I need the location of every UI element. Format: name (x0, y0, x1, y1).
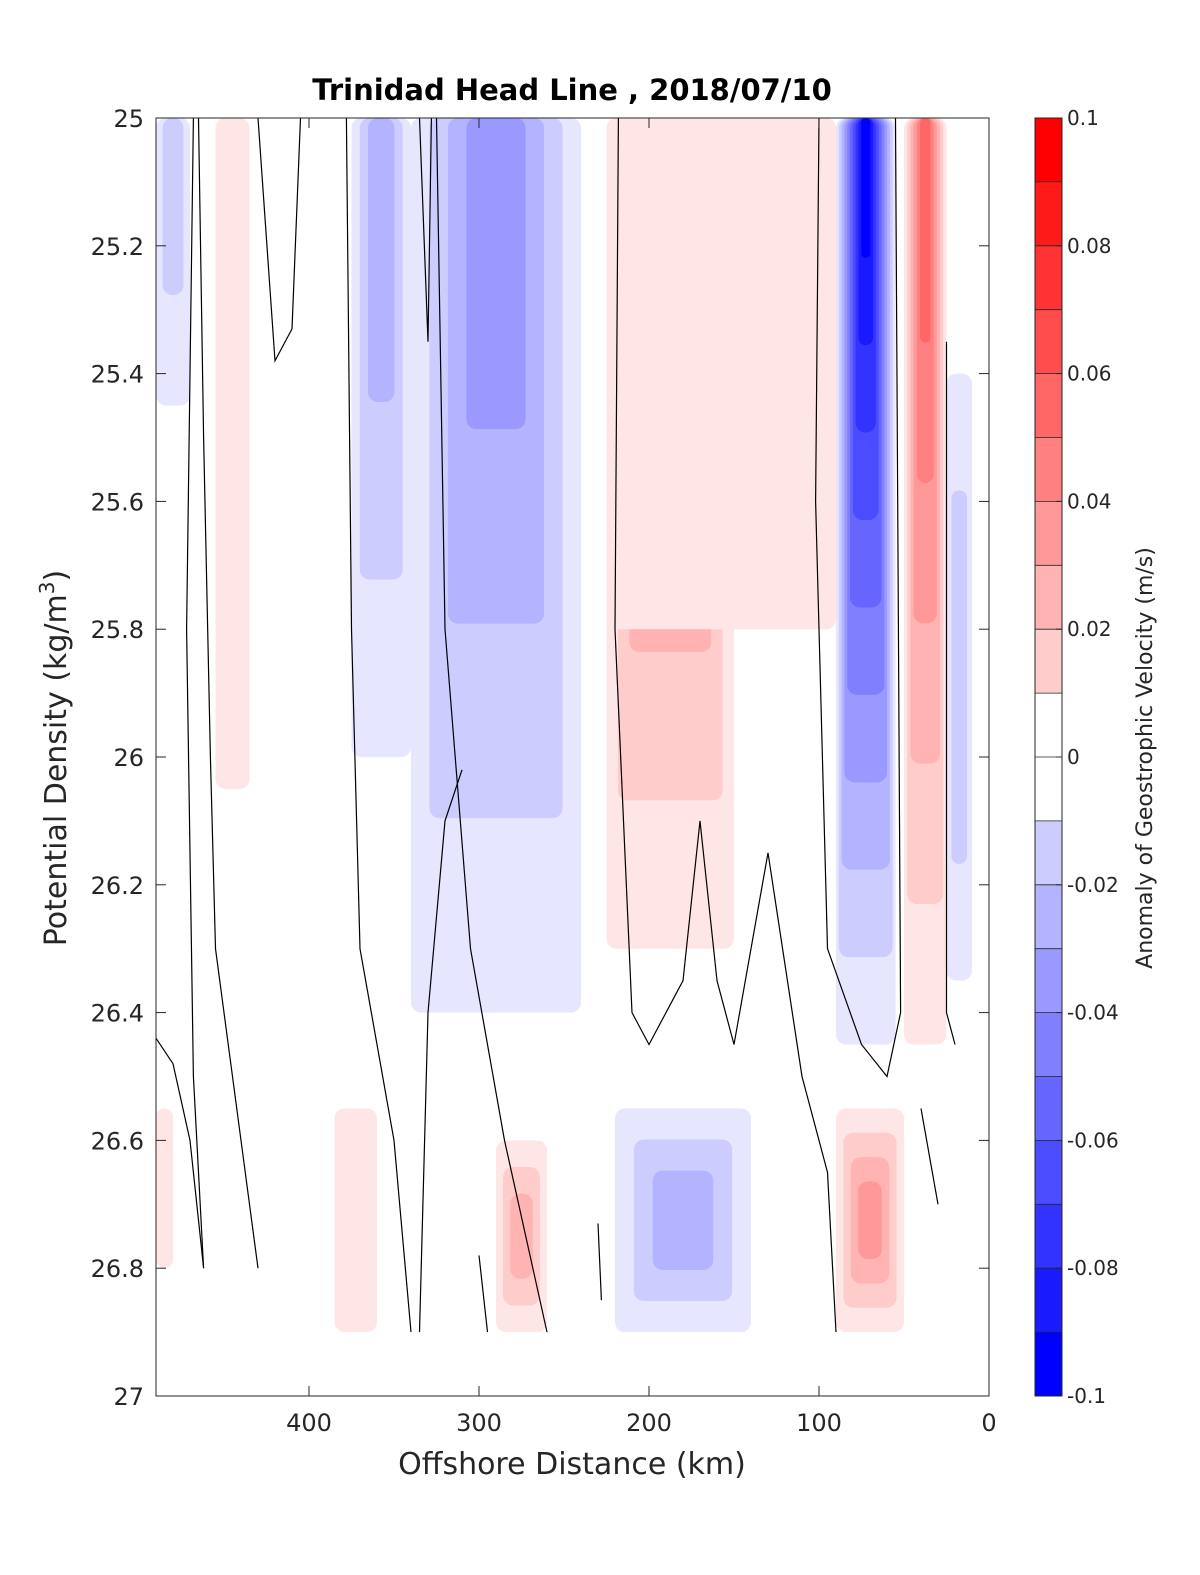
plot-area: 400 300 200 100 0 25 25.2 25.4 25.6 25.8 26 26.2 26… (91, 105, 997, 1437)
zero-contour-10 (945, 341, 956, 1045)
y-axis-title-text: Potential Density (kg/m (39, 594, 74, 946)
field-band-5-1 (606, 118, 836, 630)
colorbar-title: Anomaly of Geostrophic Velocity (m/s) (1133, 547, 1158, 969)
colorbar-tick-label: 0 (1067, 745, 1080, 769)
field-band-11-3 (510, 1193, 533, 1279)
zero-contour-6 (418, 769, 463, 1333)
y-tick-label: 26.4 (91, 1000, 144, 1028)
zero-contour-1 (185, 118, 205, 1269)
y-tick-label: 25.2 (91, 233, 144, 261)
colorbar-bands (1035, 117, 1062, 1396)
zero-contour-13 (156, 1037, 205, 1269)
field-band-9-3 (652, 1170, 714, 1270)
x-axis-title: Offshore Distance (km) (398, 1447, 746, 1482)
colorbar-band (1035, 1140, 1062, 1205)
y-axis-title-superscript: 3 (35, 581, 59, 594)
colorbar-band (1035, 820, 1062, 885)
y-tick-label: 26.6 (91, 1127, 144, 1155)
y-tick-label: 27 (113, 1383, 144, 1411)
x-tick-label: 300 (456, 1409, 502, 1437)
y-tick-label: 25.8 (91, 616, 144, 644)
field-band-3-4 (466, 118, 526, 430)
chart-title: Trinidad Head Line , 2018/07/10 (312, 73, 832, 107)
y-axis: 25 25.2 25.4 25.6 25.8 26 26.2 26.4 26.6 26.8 27 (91, 105, 989, 1411)
field-band-7-6 (920, 118, 931, 343)
colorbar: 0.1 0.08 0.06 0.04 0.02 0 -0.02 -0.04 -0.06 -0.08… (1034, 106, 1119, 1408)
colorbar-tick-label: -0.08 (1067, 1256, 1119, 1280)
colorbar-band (1035, 1012, 1062, 1077)
zero-contour-12 (597, 1223, 602, 1301)
x-axis: 400 300 200 100 0 (286, 118, 997, 1437)
x-tick-label: 200 (626, 1409, 672, 1437)
y-axis-title: Potential Density (kg/m3) (35, 570, 74, 946)
colorbar-tick-label: 0.06 (1067, 362, 1112, 386)
colorbar-band (1035, 373, 1062, 438)
colorbar-band (1035, 1204, 1062, 1269)
colorbar-band (1035, 181, 1062, 246)
zero-contours (156, 118, 956, 1333)
field-band-8-2 (951, 490, 968, 864)
colorbar-band (1035, 693, 1062, 757)
field-band-0-2 (162, 118, 184, 295)
colorbar-band (1035, 245, 1062, 310)
x-tick-label: 0 (981, 1409, 996, 1437)
colorbar-band (1035, 1332, 1062, 1396)
y-tick-label: 25.6 (91, 488, 144, 516)
field-band-13-1 (156, 1108, 173, 1269)
colorbar-tick-label: -0.1 (1067, 1384, 1106, 1408)
colorbar-tick-label: -0.02 (1067, 873, 1119, 897)
zero-contour-4 (418, 118, 432, 342)
zero-contour-9 (920, 1108, 939, 1205)
colorbar-tick-label: 0.02 (1067, 617, 1112, 641)
x-tick-label: 100 (796, 1409, 842, 1437)
colorbar-band (1035, 884, 1062, 949)
x-tick-label: 400 (286, 1409, 332, 1437)
no-data-region (156, 1332, 989, 1396)
colorbar-band (1035, 437, 1062, 502)
colorbar-band (1035, 1076, 1062, 1141)
colorbar-band (1035, 118, 1062, 182)
zero-contour-7 (614, 118, 837, 1333)
y-tick-label: 26.2 (91, 872, 144, 900)
colorbar-tick-label: 0.1 (1067, 106, 1099, 130)
colorbar-band (1035, 309, 1062, 374)
y-tick-label: 26.8 (91, 1255, 144, 1283)
colorbar-band (1035, 757, 1062, 821)
field-band-6-10 (861, 118, 871, 258)
colorbar-band (1035, 565, 1062, 630)
colorbar-band (1035, 629, 1062, 694)
zero-contour-11 (478, 1255, 489, 1333)
zero-contour-8 (814, 118, 902, 1078)
zero-contour-2 (257, 118, 302, 363)
zero-contour-5 (435, 118, 548, 1333)
colorbar-tick-label: 0.08 (1067, 234, 1112, 258)
y-tick-label: 25.4 (91, 361, 144, 389)
colorbar-band (1035, 948, 1062, 1013)
field-band-1-1 (215, 118, 250, 789)
velocity-field (156, 118, 989, 1396)
y-tick-label: 25 (113, 105, 144, 133)
colorbar-ticks: 0.1 0.08 0.06 0.04 0.02 0 -0.02 -0.04 -0.06 -0.08… (1056, 106, 1119, 1408)
y-tick-label: 26 (113, 744, 144, 772)
colorbar-tick-label: 0.04 (1067, 489, 1112, 513)
field-band-12-1 (334, 1108, 377, 1333)
colorbar-tick-label: -0.06 (1067, 1128, 1119, 1152)
colorbar-band (1035, 1268, 1062, 1333)
y-axis-title-close: ) (39, 570, 74, 582)
colorbar-tick-label: -0.04 (1067, 1001, 1119, 1025)
colorbar-band (1035, 501, 1062, 566)
field-band-2-3 (368, 118, 395, 402)
field-band-10-4 (858, 1181, 882, 1260)
zero-contour-0 (197, 118, 259, 1269)
zero-contour-3 (345, 118, 412, 1333)
